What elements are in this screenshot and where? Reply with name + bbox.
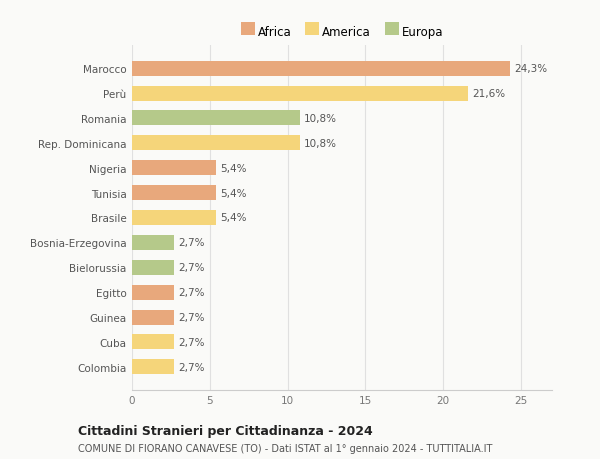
Text: 2,7%: 2,7% — [178, 337, 205, 347]
Text: 5,4%: 5,4% — [220, 163, 247, 174]
Bar — [132, 111, 300, 126]
Bar — [132, 359, 174, 375]
Bar — [132, 285, 174, 300]
Text: 5,4%: 5,4% — [220, 188, 247, 198]
Bar — [132, 335, 174, 350]
Bar — [132, 186, 216, 201]
Bar — [132, 211, 216, 225]
Text: 10,8%: 10,8% — [304, 139, 337, 149]
Text: 2,7%: 2,7% — [178, 287, 205, 297]
Text: 5,4%: 5,4% — [220, 213, 247, 223]
Text: 10,8%: 10,8% — [304, 114, 337, 123]
Bar — [132, 161, 216, 176]
Text: Cittadini Stranieri per Cittadinanza - 2024: Cittadini Stranieri per Cittadinanza - 2… — [78, 424, 373, 437]
Bar — [132, 310, 174, 325]
Bar — [132, 235, 174, 250]
Text: 2,7%: 2,7% — [178, 238, 205, 248]
Text: 2,7%: 2,7% — [178, 313, 205, 322]
Bar — [132, 136, 300, 151]
Text: COMUNE DI FIORANO CANAVESE (TO) - Dati ISTAT al 1° gennaio 2024 - TUTTITALIA.IT: COMUNE DI FIORANO CANAVESE (TO) - Dati I… — [78, 443, 493, 453]
Text: 2,7%: 2,7% — [178, 263, 205, 273]
Text: 2,7%: 2,7% — [178, 362, 205, 372]
Legend: Africa, America, Europa: Africa, America, Europa — [236, 21, 448, 43]
Text: 24,3%: 24,3% — [514, 64, 547, 74]
Bar — [132, 62, 510, 77]
Bar — [132, 260, 174, 275]
Bar — [132, 86, 468, 101]
Text: 21,6%: 21,6% — [472, 89, 505, 99]
